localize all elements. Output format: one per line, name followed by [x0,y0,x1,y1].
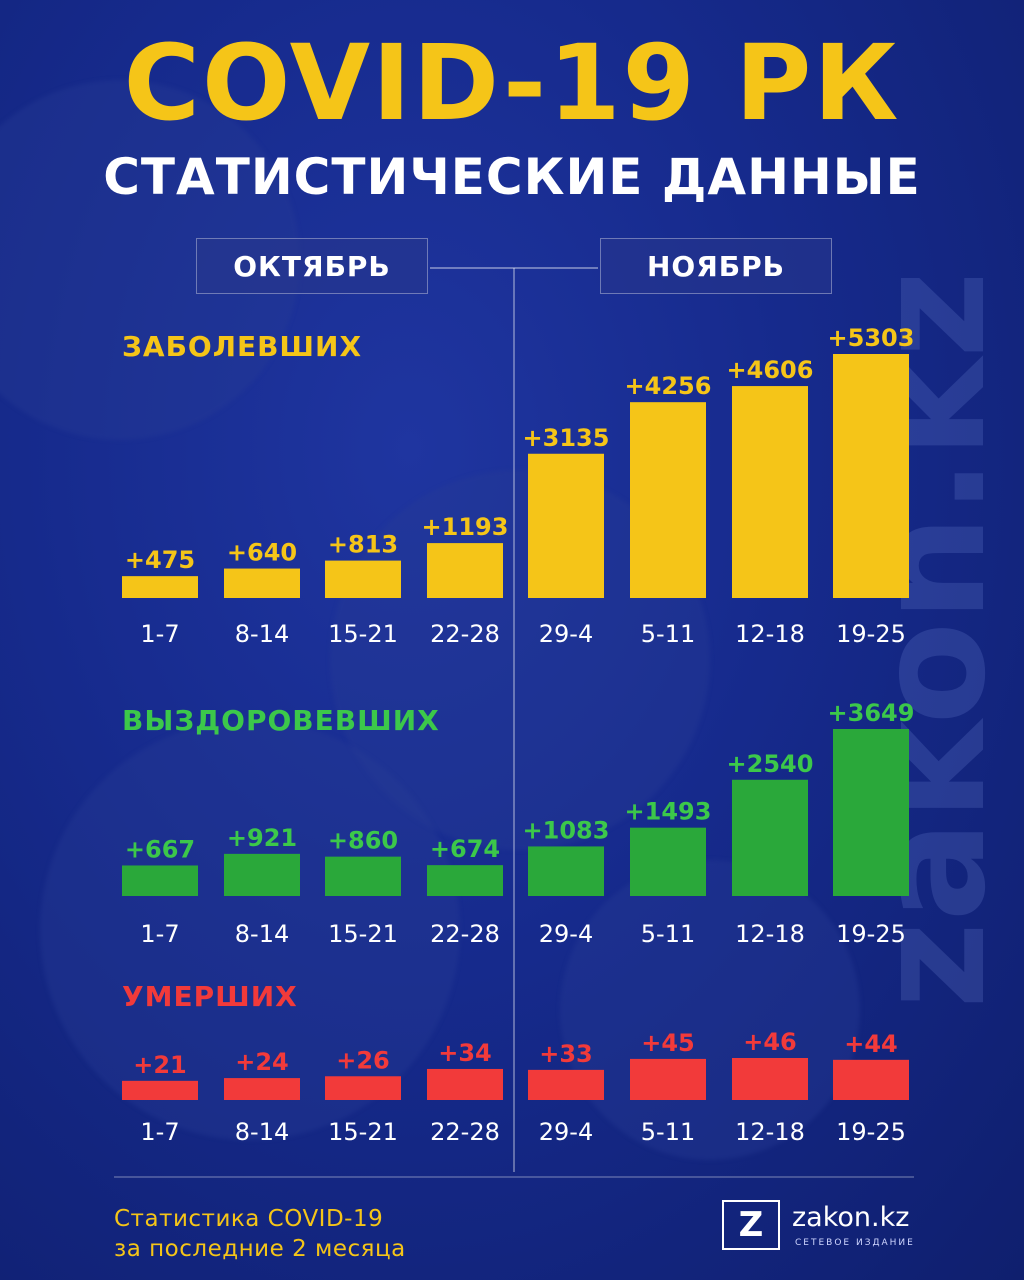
section-title-infected: ЗАБОЛЕВШИХ [122,330,363,363]
recovered-bar [122,865,198,896]
month-label-november: НОЯБРЬ [600,238,832,294]
page-subtitle: СТАТИСТИЧЕСКИЕ ДАННЫЕ [103,148,921,206]
infected-category-label: 8-14 [235,620,289,648]
recovered-value-label: +3649 [828,699,915,727]
footer-caption-line2: за последние 2 месяца [114,1236,406,1262]
recovered-value-label: +667 [125,835,195,863]
deaths-value-label: +34 [438,1039,492,1067]
footer-caption-line1: Статистика COVID-19 [114,1206,384,1232]
recovered-category-label: 22-28 [430,920,500,948]
deaths-category-label: 1-7 [140,1118,179,1146]
section-title-recovered: ВЫЗДОРОВЕВШИХ [122,704,440,737]
infected-category-label: 1-7 [140,620,179,648]
infected-value-label: +4256 [625,372,712,400]
deaths-value-label: +46 [743,1028,797,1056]
recovered-bar [528,846,604,896]
recovered-category-label: 15-21 [328,920,398,948]
deaths-category-label: 8-14 [235,1118,289,1146]
infected-category-label: 15-21 [328,620,398,648]
infected-value-label: +4606 [727,356,814,384]
deaths-category-label: 19-25 [836,1118,906,1146]
recovered-bar [224,853,300,896]
deaths-bar [122,1080,198,1100]
infected-bar [630,402,706,598]
recovered-value-label: +674 [430,835,500,863]
infected-bar [325,560,401,598]
deaths-category-label: 5-11 [641,1118,695,1146]
section-title-deaths: УМЕРШИХ [122,980,298,1013]
infected-value-label: +3135 [523,424,610,452]
recovered-category-label: 1-7 [140,920,179,948]
infected-bar [833,354,909,598]
infected-bar [528,453,604,598]
month-label-october: ОКТЯБРЬ [196,238,428,294]
recovered-value-label: +921 [227,824,297,852]
deaths-bar [325,1076,401,1100]
deaths-bar [833,1059,909,1100]
recovered-category-label: 5-11 [641,920,695,948]
infected-value-label: +640 [227,539,297,567]
deaths-bar [732,1058,808,1100]
infected-bar [224,568,300,598]
recovered-value-label: +860 [328,827,398,855]
deaths-value-label: +24 [235,1048,289,1076]
recovered-value-label: +1083 [523,816,610,844]
infected-value-label: +813 [328,531,398,559]
recovered-value-label: +2540 [727,750,814,778]
deaths-category-label: 29-4 [539,1118,593,1146]
recovered-value-label: +1493 [625,798,712,826]
deaths-category-label: 15-21 [328,1118,398,1146]
deaths-value-label: +44 [844,1030,898,1058]
infected-bar [427,543,503,598]
deaths-category-label: 22-28 [430,1118,500,1146]
deaths-bar [630,1058,706,1100]
recovered-bar [630,827,706,896]
deaths-bar [427,1068,503,1100]
infected-value-label: +475 [125,546,195,574]
infected-category-label: 12-18 [735,620,805,648]
zakon-logo-icon: Z [722,1200,780,1250]
page-title: COVID-19 РК [123,22,901,144]
recovered-bar [427,865,503,896]
deaths-bar [224,1078,300,1100]
recovered-category-label: 29-4 [539,920,593,948]
deaths-value-label: +45 [641,1029,695,1057]
infected-category-label: 19-25 [836,620,906,648]
recovered-bar [325,856,401,896]
infected-category-label: 5-11 [641,620,695,648]
infected-category-label: 29-4 [539,620,593,648]
infected-bar [122,576,198,598]
recovered-category-label: 12-18 [735,920,805,948]
infected-value-label: +1193 [422,513,509,541]
infected-value-label: +5303 [828,324,915,352]
virus-background-shape [560,860,860,1160]
recovered-category-label: 19-25 [836,920,906,948]
logo-name: zakon.kz [792,1202,910,1233]
deaths-category-label: 12-18 [735,1118,805,1146]
virus-background-shape [40,720,460,1140]
deaths-value-label: +21 [133,1051,187,1079]
infected-category-label: 22-28 [430,620,500,648]
infected-bar [732,386,808,598]
deaths-value-label: +33 [539,1040,593,1068]
deaths-bar [528,1069,604,1100]
recovered-category-label: 8-14 [235,920,289,948]
logo-subtitle: СЕТЕВОЕ ИЗДАНИЕ [795,1238,915,1248]
recovered-bar [833,729,909,896]
deaths-value-label: +26 [336,1046,390,1074]
recovered-bar [732,779,808,896]
